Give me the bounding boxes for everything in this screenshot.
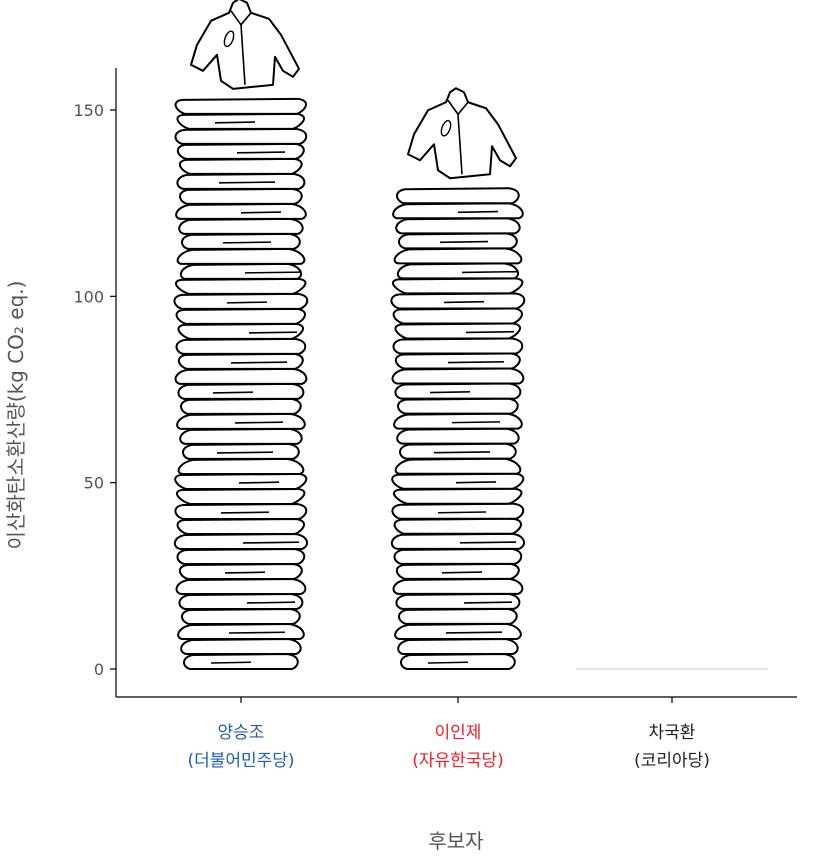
plot-area (173, 0, 768, 670)
x-ticks: 양승조 (더불어민주당) 이인제 (자유한국당) 차국환 (코리아당) (187, 697, 710, 771)
x-tick-label-candidate: 이인제 (435, 723, 482, 743)
x-tick-label-party: (코리아당) (634, 751, 710, 771)
x-axis-title: 후보자 (428, 829, 483, 853)
y-tick-label: 100 (73, 287, 104, 306)
shirt-icon (407, 87, 517, 180)
x-tick-label-candidate: 차국환 (649, 723, 696, 743)
y-ticks: 0 50 100 150 (73, 101, 116, 679)
bar (390, 187, 526, 670)
y-tick-label: 50 (84, 474, 104, 493)
x-tick-label-candidate: 양승조 (218, 723, 265, 743)
x-tick-label-party: (자유한국당) (412, 751, 503, 771)
x-tick-label-party: (더불어민주당) (187, 751, 294, 771)
axes (115, 68, 797, 698)
shirt-icon (190, 0, 300, 90)
y-tick-label: 150 (73, 101, 104, 120)
bar (173, 97, 309, 670)
y-axis-title: 이산화탄소환산량(kg CO₂ eq.) (4, 281, 28, 550)
y-tick-label: 0 (94, 660, 104, 679)
